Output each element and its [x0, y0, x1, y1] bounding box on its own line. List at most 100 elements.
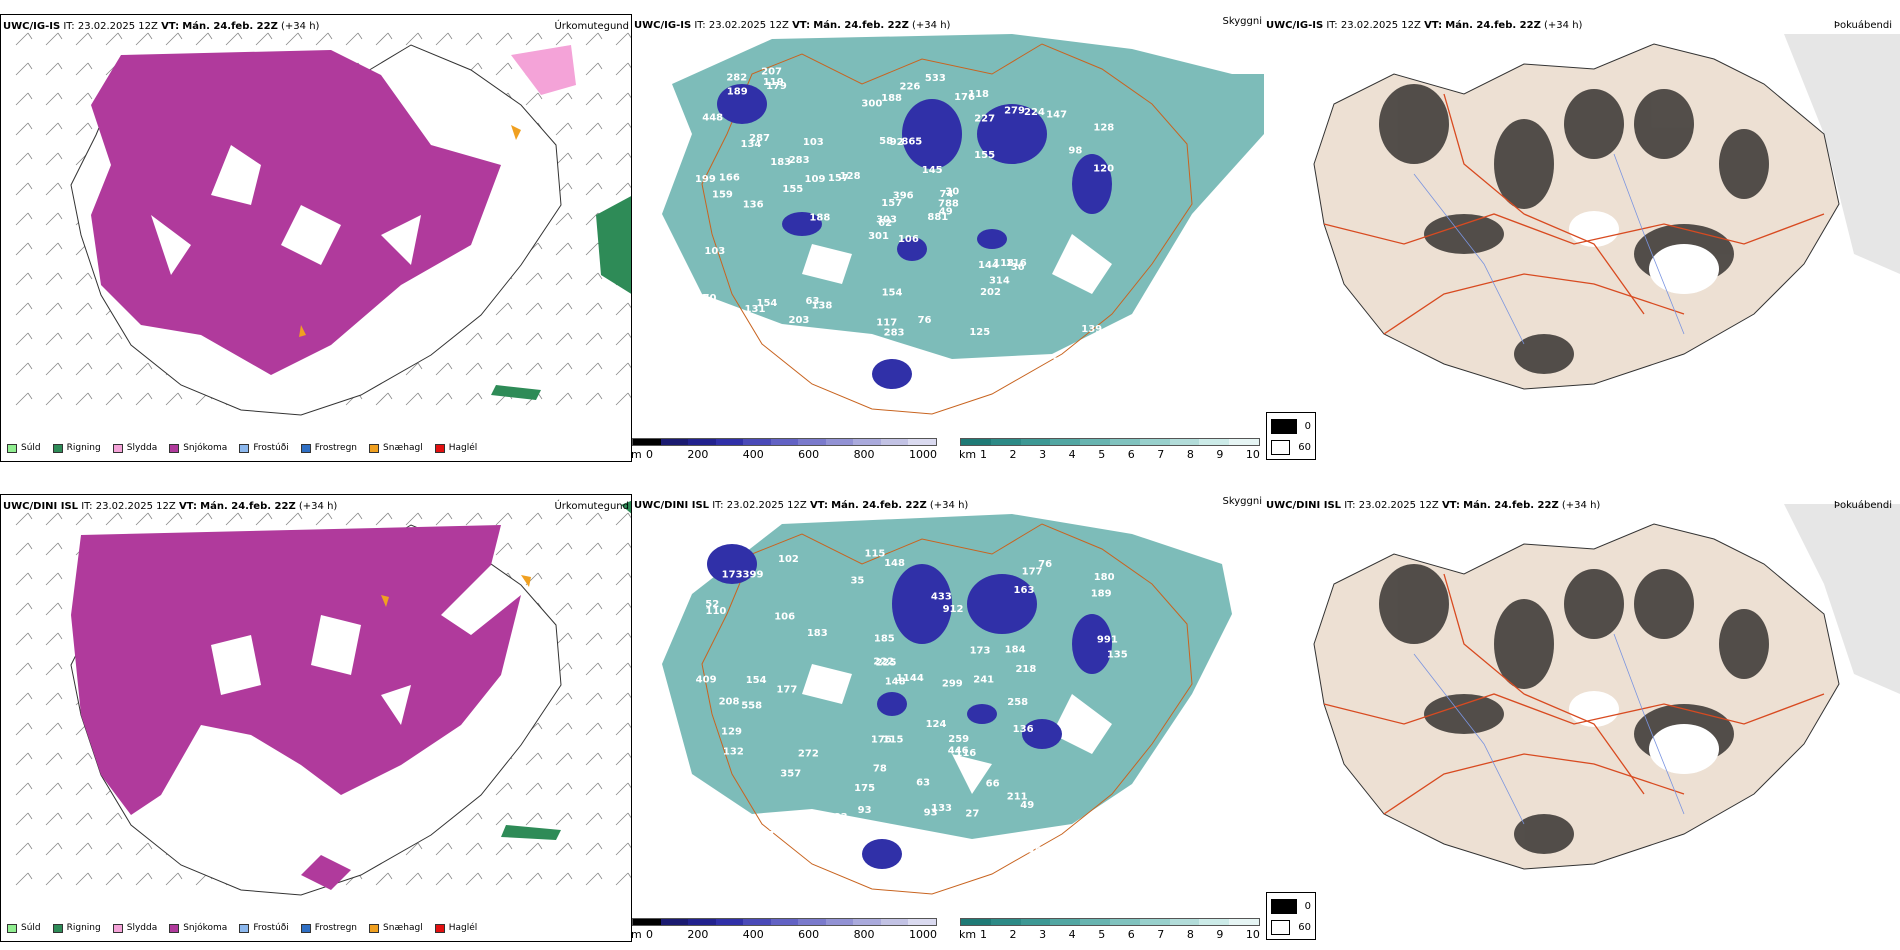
wind-barb [585, 632, 603, 646]
colorbar-cell [1020, 439, 1051, 445]
colorbar-tick: 800 [853, 448, 875, 461]
colorbar-cell [633, 439, 661, 445]
visibility-colorbar: 1 2 3 4 5 6 7 8 9 10 km [959, 918, 1260, 941]
colorbar-tick: 4 [1068, 928, 1076, 941]
wind-barb [15, 632, 33, 646]
wind-barb [525, 512, 543, 526]
cloud-base-value: 131 [745, 304, 766, 315]
wind-barb [15, 872, 33, 886]
wind-barb [15, 782, 33, 796]
cloud-base-value: 88 [764, 362, 778, 373]
wind-barb [315, 512, 333, 526]
wind-barb [105, 872, 123, 886]
cloud-base-value: 116 [725, 330, 746, 341]
cloud-base-value: 258 [1007, 697, 1028, 708]
wind-barb [405, 842, 423, 856]
cloud-base-value: 119 [763, 77, 784, 88]
wind-barb [15, 572, 33, 586]
fog-legend-swatch [1271, 419, 1297, 434]
wind-barb [105, 392, 123, 406]
wind-barb [615, 782, 631, 796]
wind-barb [135, 872, 153, 886]
wind-barb [45, 212, 63, 226]
wind-barb [75, 302, 93, 316]
legend-swatch [369, 923, 380, 933]
wind-barb [615, 362, 631, 376]
colorbar-cell [1080, 439, 1110, 445]
wind-barb [585, 92, 603, 106]
cloud-base-value: 301 [868, 231, 889, 242]
legend-item: Slydda [112, 443, 158, 453]
colorbar-cell [961, 919, 991, 925]
cloud-base-value: 144 [978, 260, 999, 271]
legend-item: Frostregn [300, 443, 358, 453]
wind-barb [75, 62, 93, 76]
cloud-base-value: 300 [861, 99, 882, 110]
panel-header: UWC/IG-IS IT: 23.02.2025 12Z VT: Mán. 24… [3, 21, 320, 32]
cloud-base-value: 92 [890, 137, 904, 148]
precip-type-map [15, 500, 631, 896]
wind-barb [585, 872, 603, 886]
wind-barb [615, 632, 631, 646]
cloud-base-value: 138 [811, 300, 832, 311]
wind-barb [285, 512, 303, 526]
wind-barb [15, 62, 33, 76]
colorbar-cell [660, 439, 689, 445]
cloud-base-value: 145 [922, 165, 943, 176]
wind-barb [495, 812, 513, 826]
wind-barb [405, 872, 423, 886]
wind-barb [75, 32, 93, 46]
cloud-base-value: 189 [727, 87, 748, 98]
cloud-base-value: 533 [925, 73, 946, 84]
colorbar-cell [688, 919, 716, 925]
cloud-base-value: 118 [968, 89, 989, 100]
cloud-base-value: 446 [948, 746, 969, 757]
wind-barb [45, 62, 63, 76]
wind-barb [495, 62, 513, 76]
wind-barb [525, 272, 543, 286]
wind-barb [45, 32, 63, 46]
wind-barb [495, 782, 513, 796]
cloud-base-value: 1144 [896, 673, 924, 684]
precip-type-legend: Súld Rigning Slydda Snjókoma Frostúði Frostre… [7, 923, 477, 933]
legend-label: Haglél [448, 923, 478, 933]
wind-barb [615, 842, 631, 856]
wind-barb [495, 542, 513, 556]
colorbar-tick: 2 [1009, 928, 1017, 941]
wind-barb [495, 512, 513, 526]
cloud-base-value: 287 [749, 133, 770, 144]
legend-swatch [7, 923, 17, 933]
wind-barb [615, 32, 631, 46]
legend-label: Rigning [66, 923, 101, 933]
legend-label: Frostregn [314, 443, 358, 453]
wind-barb [615, 182, 631, 196]
fog-legend-item: 60 [1271, 920, 1311, 935]
cloud-base-value: 142 [834, 345, 855, 356]
visibility-colorbar: 1 2 3 4 5 6 7 8 9 10 km [959, 438, 1260, 461]
cloud-base-value: 128 [1093, 123, 1114, 134]
colorbar-cell [1199, 919, 1230, 925]
wind-barb [15, 272, 33, 286]
legend-item: Snæhagl [369, 443, 423, 453]
wind-barb [555, 752, 573, 766]
colorbar-tick: 5 [1098, 448, 1106, 461]
cloud-base-value: 176 [954, 92, 975, 103]
cloud-base-value: 68 [724, 330, 738, 341]
legend-item: Súld [7, 923, 41, 933]
colorbar-tick: 8 [1186, 928, 1194, 941]
legend-label: Slydda [126, 443, 158, 453]
colorbar-cell [880, 919, 909, 925]
colorbar-cell [798, 439, 826, 445]
wind-barb [15, 122, 33, 136]
wind-barb [435, 32, 453, 46]
legend-item: Frostregn [300, 923, 357, 933]
wind-barb [45, 842, 63, 856]
wind-barb [15, 692, 33, 706]
cloud-base-value: 115 [883, 734, 904, 745]
wind-barb [375, 32, 393, 46]
legend-item: Snjókoma [169, 923, 227, 933]
cloud-base-value: 62 [878, 218, 892, 229]
legend-label: Rigning [66, 443, 101, 453]
wind-barb [135, 362, 153, 376]
wind-barb [75, 392, 93, 406]
